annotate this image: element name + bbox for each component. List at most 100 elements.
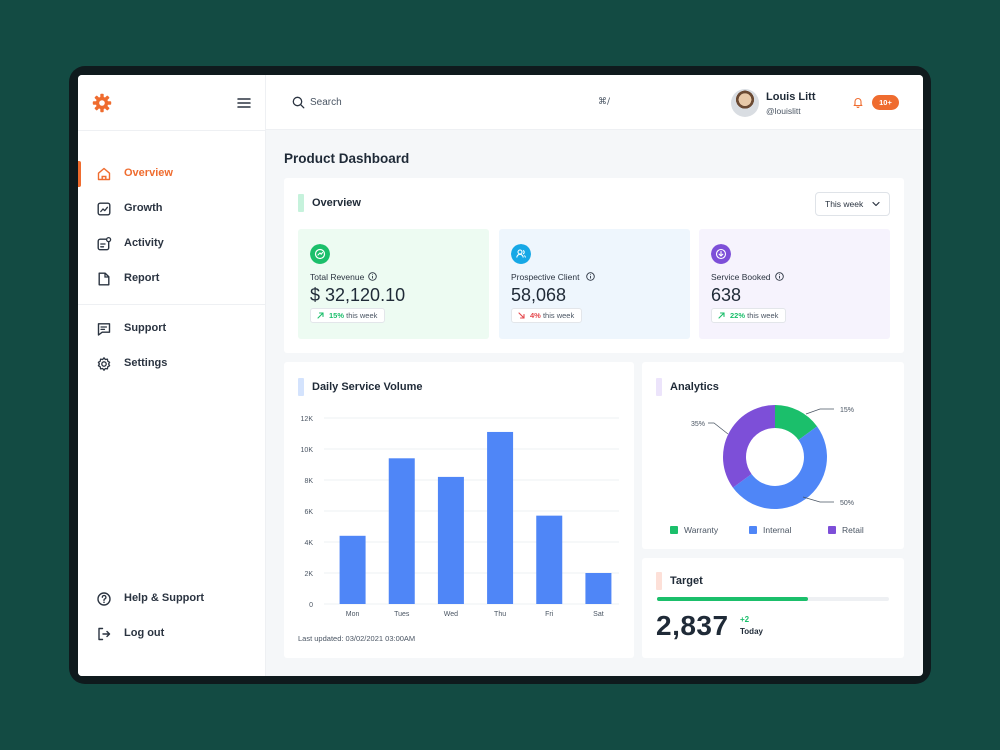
stat-label: Prospective Client [511,272,580,282]
sidebar-item-activity[interactable]: Activity [78,231,266,257]
user-handle: @louislitt [766,106,801,116]
help-icon [97,592,111,606]
chevron-down-icon [872,201,880,207]
x-tick-label: Thu [494,611,506,618]
legend-swatch [749,526,757,534]
legend-label: Retail [842,525,864,535]
card-accent [656,378,662,396]
stat-value: 58,068 [511,285,567,305]
slice-leader-line [708,422,729,435]
y-tick-label: 10K [301,447,314,454]
daily-volume-chart: 0 2K 4K 6K 8K 10K 12K Mon Tues Wed Thu Fri Sat [301,416,619,618]
bar-tues[interactable] [388,458,415,604]
logout-icon [98,627,111,641]
y-tick-label: 8K [304,478,313,485]
stat-trend: 15% this week [310,308,386,323]
x-tick-label: Sat [593,611,604,618]
avatar[interactable] [731,89,759,117]
hamburger-icon[interactable] [236,95,252,111]
clients-icon [511,244,531,264]
slice-internal[interactable] [732,426,827,509]
stat-trend: 4% this week [511,308,583,323]
slice-warranty[interactable] [775,405,818,440]
sidebar-item-overview[interactable]: Overview [78,161,266,187]
card-accent [298,194,304,212]
slice-label: 50% [840,500,854,507]
legend-swatch [828,526,836,534]
bar-sat[interactable] [585,573,612,604]
sidebar-item-support[interactable]: Support [78,316,266,342]
stat-label: Service Booked [711,272,771,282]
stat-change: 22% [730,311,746,320]
search-icon [292,96,305,109]
analytics-donut-chart: 15% 50% 35% [691,405,854,509]
arrow-up-right-icon [718,312,725,319]
gear-logo-icon[interactable] [92,93,112,113]
bar-wed[interactable] [437,476,464,604]
sidebar-item-label: Support [124,322,167,334]
legend-item-internal: Internal [749,525,791,535]
activity-icon [97,236,112,251]
document-icon [98,272,110,286]
sidebar-item-label: Growth [124,202,163,214]
bar-mon[interactable] [339,535,366,604]
info-icon[interactable] [775,272,784,281]
notification-badge[interactable]: 10+ [872,95,899,110]
bar-fri[interactable] [536,515,563,604]
search-input[interactable] [310,93,510,112]
x-tick-label: Fri [545,611,554,618]
x-tick-label: Tues [394,611,410,618]
target-progress-track [657,597,889,601]
analytics-card: Analytics 15% 50% 35% Warranty Internal Re… [642,362,904,549]
sidebar-item-label: Settings [124,357,168,369]
stat-trend: 22% this week [711,308,787,323]
sidebar-item-growth[interactable]: Growth [78,196,266,222]
target-delta: +2 [740,615,750,624]
card-title: Target [670,575,703,587]
gear-icon [97,357,111,371]
arrow-down-right-icon [518,312,525,319]
period-select[interactable]: This week [815,192,890,216]
user-name: Louis Litt [766,91,816,103]
card-accent [656,572,662,590]
sidebar-item-label: Help & Support [124,592,205,604]
info-icon[interactable] [586,272,595,281]
slice-leader-line [805,408,834,415]
sidebar: Overview Growth Activity Report Support … [78,75,266,676]
sidebar-header-divider [78,130,266,131]
card-accent [298,378,304,396]
period-select-value: This week [825,199,864,209]
bell-icon[interactable] [852,96,864,108]
stat-service-booked: Service Booked 638 22% this week [699,229,890,339]
target-value: 2,837 [656,610,729,641]
sidebar-item-label: Activity [124,237,164,249]
search-shortcut: ⌘/ [598,97,611,107]
legend-label: Internal [763,525,792,535]
info-icon[interactable] [368,272,377,281]
sidebar-item-help-support[interactable]: Help & Support [78,586,266,612]
bar-thu[interactable] [487,431,514,604]
sidebar-item-report[interactable]: Report [78,266,266,292]
stat-label: Total Revenue [310,272,365,282]
top-bar: ⌘/ Louis Litt @louislitt 10+ [266,75,923,130]
legend-swatch [670,526,678,534]
sidebar-divider [78,304,266,305]
card-title: Overview [312,197,361,209]
stat-prospective-client: Prospective Client 58,068 4% this week [499,229,690,339]
y-tick-label: 12K [301,416,314,423]
x-tick-label: Wed [444,611,458,618]
stat-change-suffix: this week [747,311,779,320]
stat-change: 15% [329,311,345,320]
stat-change-suffix: this week [346,311,378,320]
card-title: Daily Service Volume [312,381,423,393]
sidebar-item-label: Report [124,272,160,284]
home-icon [97,167,111,181]
y-tick-label: 6K [304,509,313,516]
slice-label: 15% [840,407,854,414]
chat-icon [97,323,111,336]
sidebar-item-settings[interactable]: Settings [78,351,266,377]
sidebar-item-logout[interactable]: Log out [78,621,266,647]
trend-chart-icon [97,202,111,216]
slice-retail[interactable] [723,405,775,488]
x-tick-label: Mon [346,611,360,618]
